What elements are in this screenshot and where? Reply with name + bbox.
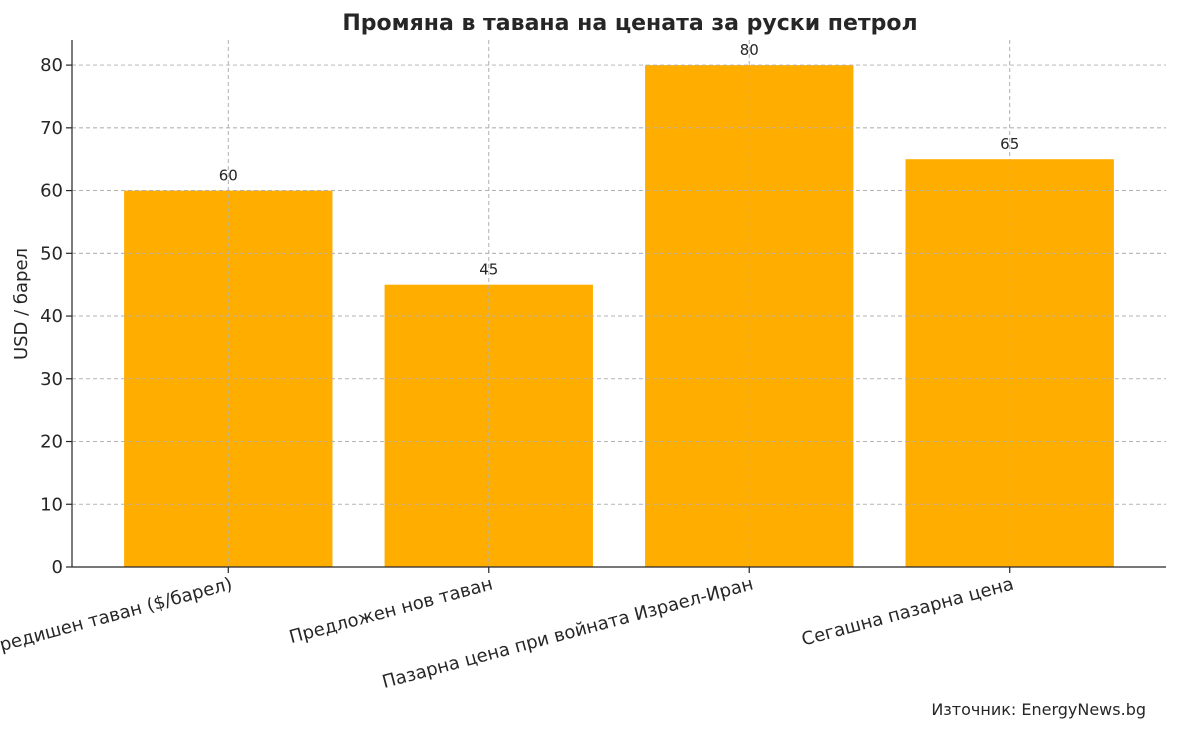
y-tick-label: 40 bbox=[40, 306, 63, 327]
y-axis-label: USD / барел bbox=[11, 248, 32, 360]
y-tick-label: 80 bbox=[40, 55, 63, 76]
bar-value-label: 65 bbox=[1000, 135, 1019, 153]
y-tick-label: 30 bbox=[40, 369, 63, 390]
bar-value-label: 45 bbox=[479, 261, 498, 279]
bar-value-label: 60 bbox=[219, 167, 238, 185]
data-labels-layer: 60 45 80 65 bbox=[219, 41, 1020, 279]
y-ticks-layer: 0 10 20 30 40 50 60 70 80 bbox=[40, 55, 72, 578]
y-tick-label: 20 bbox=[40, 432, 63, 453]
x-tick-label: Сегашна пазарна цена bbox=[799, 574, 1016, 651]
y-tick-label: 10 bbox=[40, 494, 63, 515]
y-tick-label: 60 bbox=[40, 181, 63, 202]
x-tick-label: Предишен таван ($/барел) bbox=[0, 574, 235, 660]
bar-value-label: 80 bbox=[740, 41, 759, 59]
x-ticks-layer: Предишен таван ($/барел) Предложен нов та… bbox=[0, 567, 1016, 693]
y-tick-label: 50 bbox=[40, 243, 63, 264]
source-note: Източник: EnergyNews.bg bbox=[931, 700, 1146, 719]
y-tick-label: 70 bbox=[40, 118, 63, 139]
chart-title: Промяна в тавана на цената за руски петр… bbox=[342, 11, 917, 36]
y-tick-label: 0 bbox=[52, 557, 63, 578]
x-tick-label: Предложен нов таван bbox=[287, 574, 495, 649]
